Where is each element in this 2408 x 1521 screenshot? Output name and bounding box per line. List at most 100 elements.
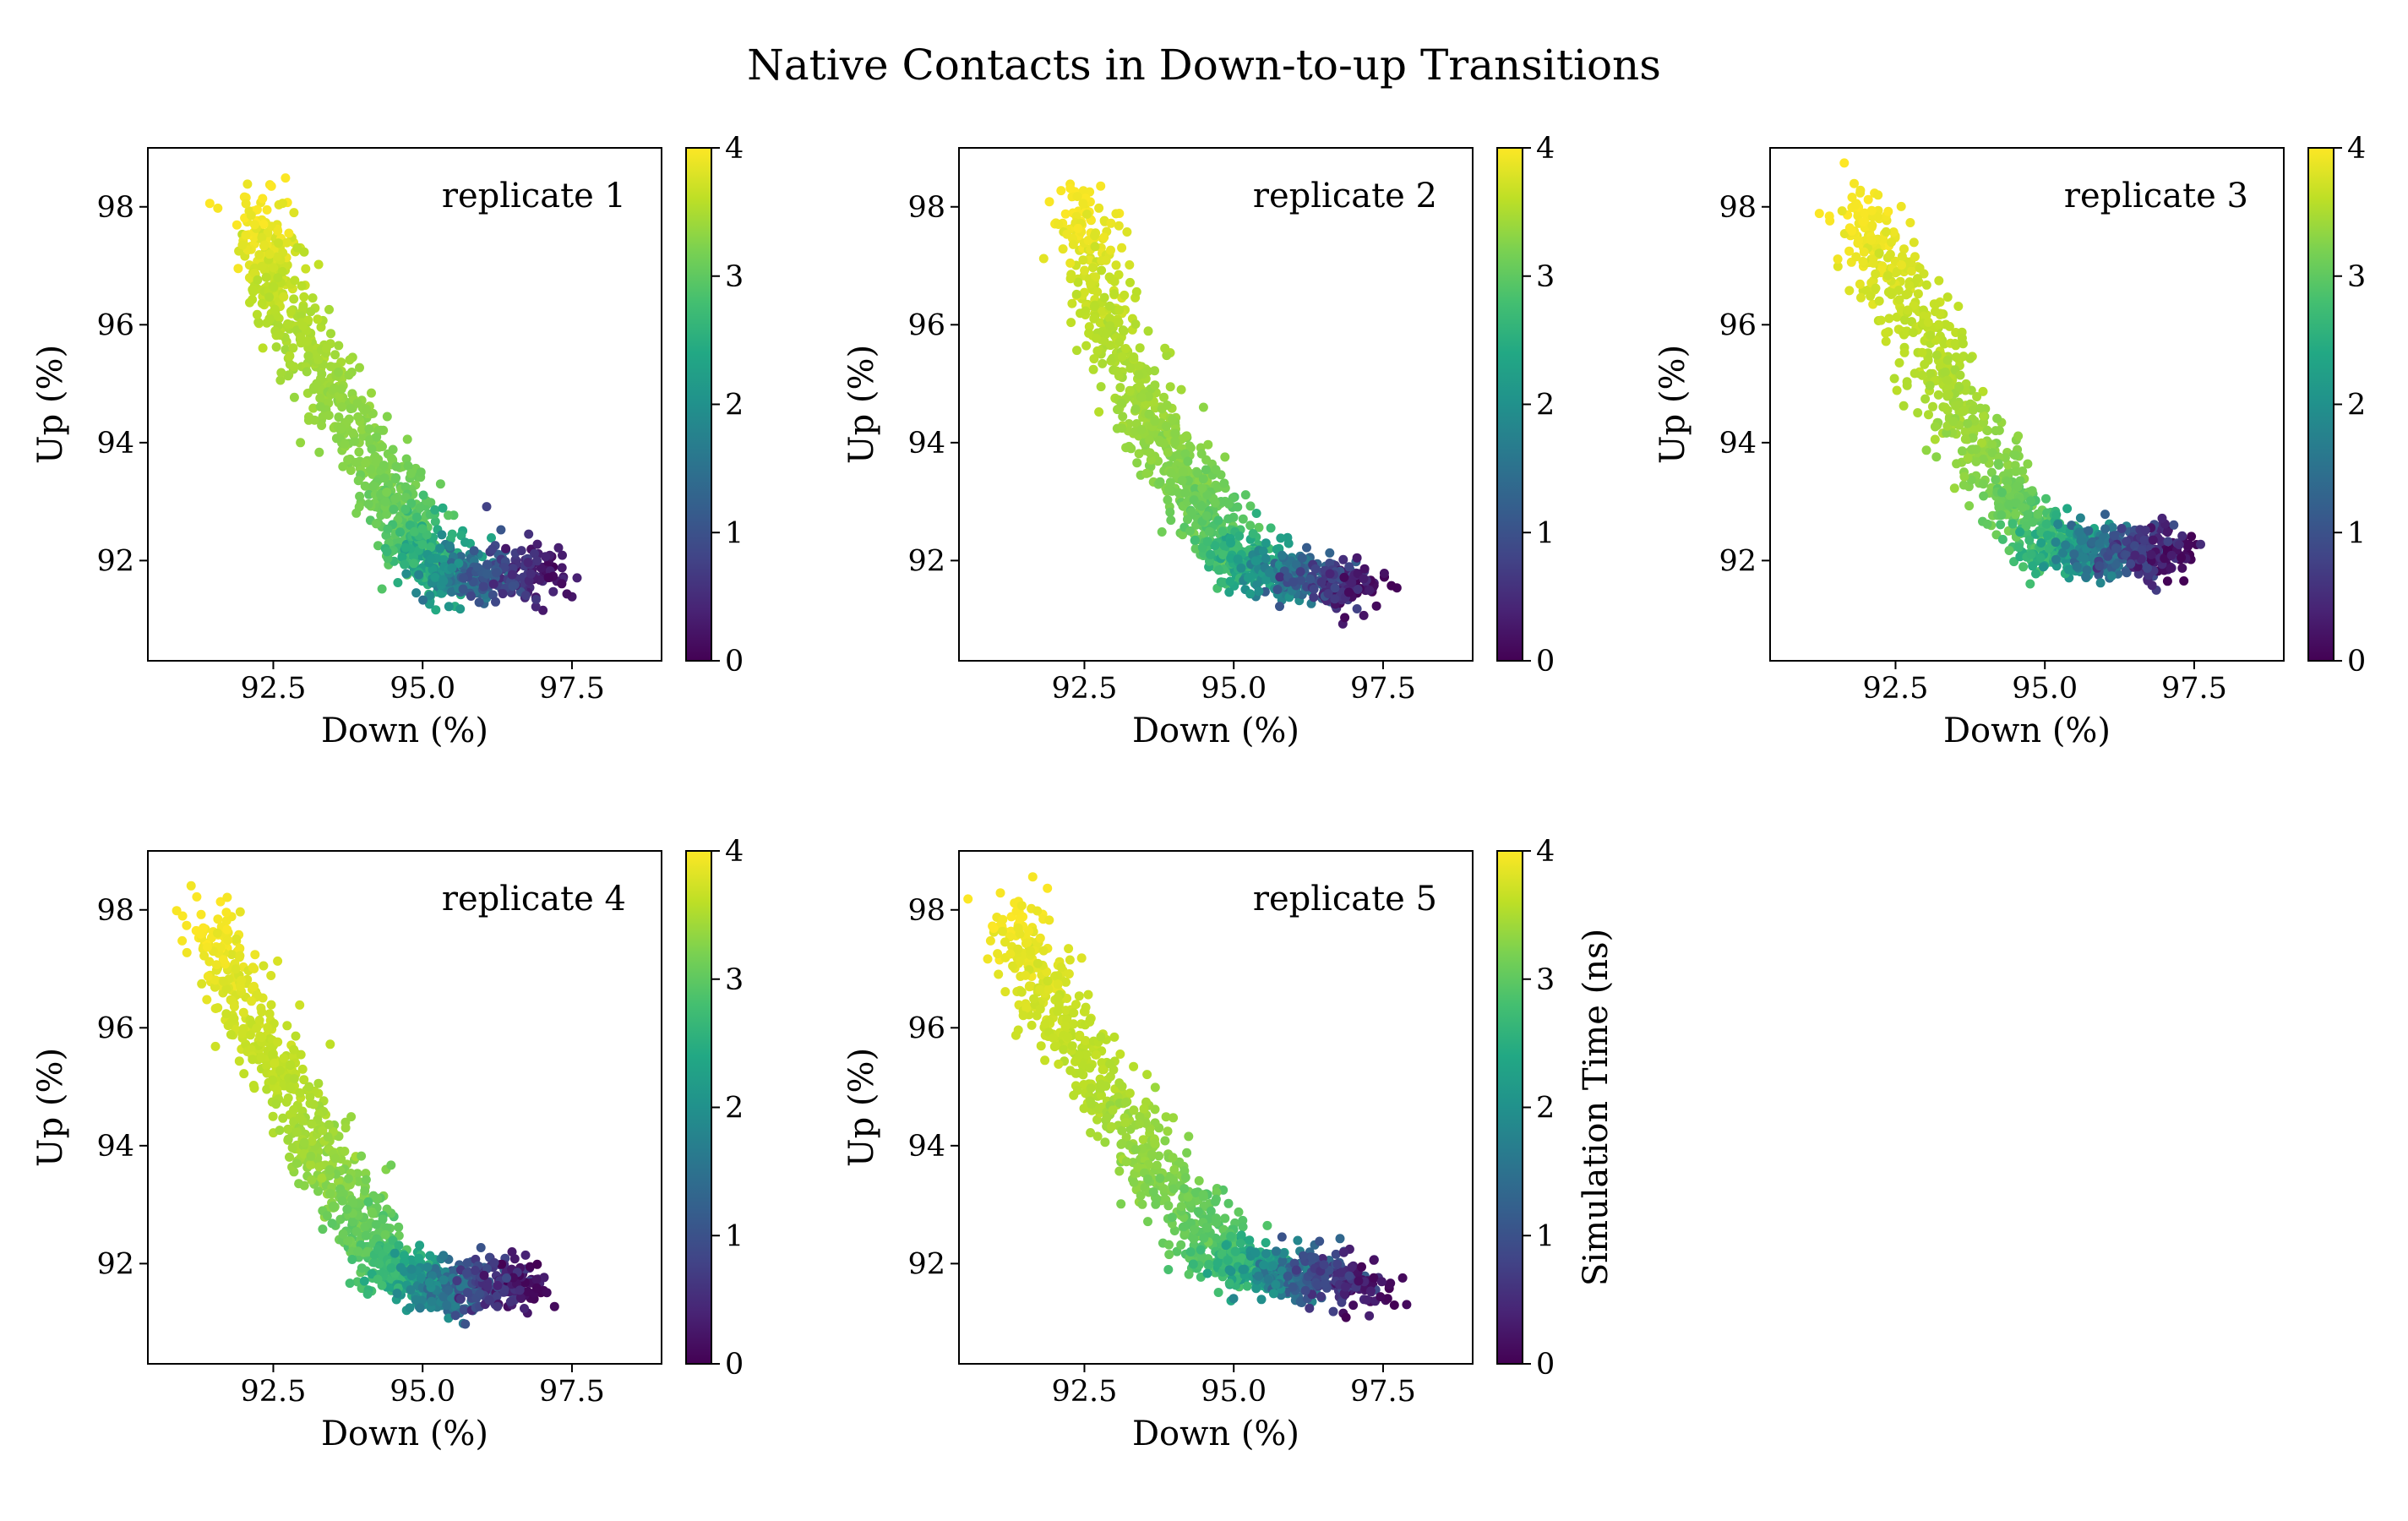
x-tick-label: 97.5 [1350,672,1416,706]
scatter-point [400,482,411,492]
scatter-point [2095,538,2105,548]
scatter-point [241,230,251,240]
scatter-point [1073,223,1083,233]
scatter-point [1106,218,1116,228]
scatter-point [234,944,244,954]
scatter-point [1212,1187,1222,1197]
scatter-point [221,908,232,918]
scatter-point [1005,949,1016,959]
scatter-point [450,1311,460,1321]
scatter-point [1116,1199,1126,1209]
scatter-point [307,1137,317,1146]
scatter-point [2177,531,2187,541]
scatter-point [368,1191,379,1201]
scatter-point [1220,452,1230,462]
scatter-point [2081,572,2091,581]
scatter-point [2095,561,2105,571]
scatter-point [1297,553,1307,563]
scatter-point [409,552,418,562]
scatter-point [1104,313,1114,324]
scatter-point [1211,465,1221,475]
scatter-point [1941,319,1951,330]
colorbar-tick-label: 1 [1536,516,1555,550]
scatter-point [1958,339,1968,349]
scatter-point [1054,1059,1064,1069]
scatter-point [1262,1220,1272,1230]
scatter-point [1132,458,1142,468]
scatter-point [1176,1202,1186,1212]
scatter-point [263,1023,273,1033]
scatter-point [172,906,182,916]
scatter-point [1892,267,1902,276]
scatter-point [210,975,221,985]
scatter-point [406,1264,417,1274]
scatter-point [196,929,206,939]
scatter-point [334,368,343,377]
scatter-point [488,579,498,589]
scatter-point [417,524,428,534]
scatter-point [361,1230,371,1240]
scatter-point [253,275,263,285]
scatter-point [284,228,294,238]
scatter-point [340,439,350,449]
scatter-point [283,319,292,329]
scatter-point [557,563,567,573]
scatter-point [1135,1111,1145,1121]
scatter-point [542,1288,552,1298]
scatter-point [1915,263,1925,273]
scatter-point [252,204,262,215]
scatter-point [1951,352,1961,363]
scatter-point [270,304,280,314]
y-tick-label: 92 [96,544,134,578]
scatter-point [449,1267,459,1276]
scatter-point [282,1021,292,1031]
scatter-point [1325,548,1335,558]
scatter-point [2028,517,2038,527]
scatter-points [963,872,1412,1322]
scatter-point [266,1000,276,1010]
scatter-point [314,447,324,457]
scatter-point [1964,501,1975,511]
scatter-point [1909,328,1918,337]
scatter-point [431,605,441,615]
scatter-point [1847,226,1857,236]
scatter-point [1930,422,1940,432]
scatter-point [1099,292,1109,303]
scatter-point [364,489,374,499]
scatter-point [1178,466,1188,477]
scatter-point [1143,391,1153,401]
scatter-point [1899,347,1910,357]
scatter-point [427,1296,437,1306]
scatter-point [1310,564,1321,574]
scatter-point [1167,1213,1177,1223]
scatter-point [1164,1240,1174,1250]
scatter-point [1240,490,1250,500]
scatter-point [2058,548,2068,558]
scatter-point [1905,218,1915,227]
scatter-point [1035,984,1045,995]
scatter-point [1038,254,1049,264]
scatter-point [1118,412,1128,422]
scatter-point [1921,280,1931,290]
scatter-point [1089,313,1099,324]
scatter-point [1196,501,1207,511]
scatter-point [1135,382,1145,392]
x-tick-label: 95.0 [390,1375,455,1409]
scatter-point [1074,991,1084,1001]
y-tick-label: 96 [907,308,945,342]
scatter-point [1814,209,1824,219]
scatter-point [278,199,287,209]
scatter-point [1202,490,1212,500]
scatter-point [346,466,356,476]
scatter-point [1888,288,1898,298]
scatter-point [1991,426,2001,436]
scatter-point [1051,1041,1061,1051]
scatter-point [271,342,281,352]
scatter-point [1881,328,1891,338]
scatter-point [1238,1222,1248,1232]
scatter-point [366,464,375,474]
scatter-point [289,1044,299,1055]
scatter-point [447,1294,457,1304]
scatter-point [1860,208,1870,218]
